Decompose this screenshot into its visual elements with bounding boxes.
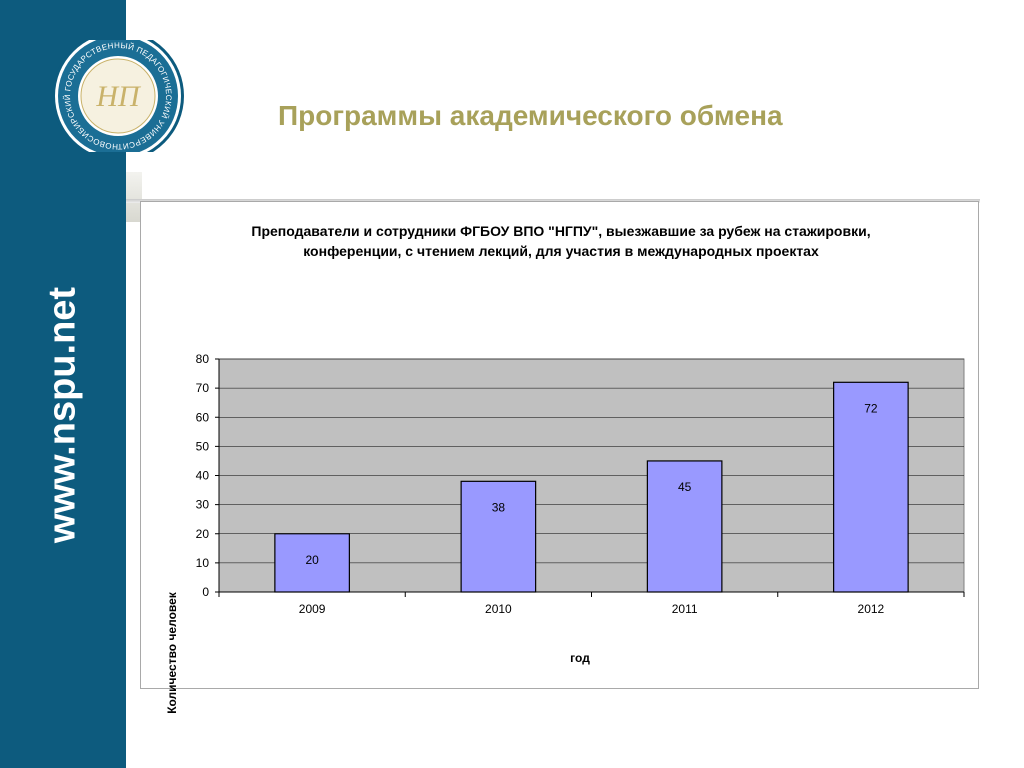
x-tick-label: 2011 [672,602,698,616]
y-tick-label: 40 [196,469,210,483]
x-tick-label: 2009 [299,602,326,616]
chart-title: Преподаватели и сотрудники ФГБОУ ВПО "НГ… [251,223,871,259]
y-tick-label: 20 [196,527,210,541]
x-tick-label: 2010 [485,602,512,616]
y-tick-label: 70 [196,381,210,395]
y-tick-label: 60 [196,410,210,424]
university-logo: НОВОСИБИРСКИЙ ГОСУДАРСТВЕННЫЙ ПЕДАГОГИЧЕ… [45,30,188,162]
bar [833,381,909,593]
university-seal-icon: НОВОСИБИРСКИЙ ГОСУДАРСТВЕННЫЙ ПЕДАГОГИЧЕ… [45,30,184,162]
bar-chart: 0 10 20 30 40 50 60 70 80 20 2009 38 2010 45 2011 72 201… [196,352,965,616]
data-label: 45 [678,480,692,494]
y-axis-label: Количество человек [165,592,179,714]
site-url: www.nspu.net [41,286,84,544]
x-axis-label: год [570,651,590,665]
bar [460,480,537,593]
x-tick-label: 2012 [858,602,885,616]
y-tick-label: 80 [196,352,210,366]
decorative-bar [126,172,142,222]
bar [274,533,350,593]
data-label: 38 [492,500,506,514]
chart-container: Преподаватели и сотрудники ФГБОУ ВПО "НГ… [140,201,979,714]
data-label: 72 [864,401,878,415]
data-label: 20 [305,553,319,567]
y-tick-label: 50 [196,439,210,453]
y-tick-label: 0 [202,585,209,599]
slide-title: Программы академического обмена [278,100,783,131]
y-tick-label: 10 [196,556,210,570]
logo-monogram: НП [95,80,142,113]
bar [646,460,723,593]
y-tick-label: 30 [196,498,210,512]
